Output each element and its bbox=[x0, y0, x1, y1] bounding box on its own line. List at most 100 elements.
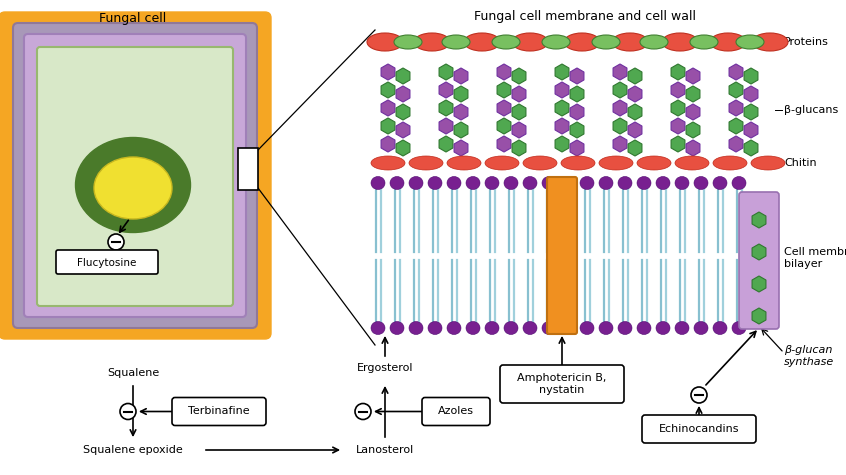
Ellipse shape bbox=[447, 322, 461, 334]
Ellipse shape bbox=[371, 177, 385, 190]
Ellipse shape bbox=[512, 33, 548, 51]
Polygon shape bbox=[752, 276, 766, 292]
Polygon shape bbox=[744, 68, 758, 84]
Polygon shape bbox=[381, 82, 395, 98]
Text: Squalene epoxide: Squalene epoxide bbox=[83, 445, 183, 455]
FancyBboxPatch shape bbox=[13, 23, 257, 328]
Ellipse shape bbox=[713, 322, 727, 334]
Polygon shape bbox=[613, 136, 627, 152]
Ellipse shape bbox=[580, 322, 594, 334]
FancyBboxPatch shape bbox=[547, 177, 577, 334]
Polygon shape bbox=[396, 68, 410, 84]
Polygon shape bbox=[570, 86, 584, 102]
Polygon shape bbox=[512, 68, 526, 84]
Polygon shape bbox=[686, 104, 700, 120]
Ellipse shape bbox=[637, 322, 651, 334]
Ellipse shape bbox=[485, 322, 499, 334]
Ellipse shape bbox=[504, 177, 518, 190]
Polygon shape bbox=[396, 122, 410, 138]
Ellipse shape bbox=[428, 177, 442, 190]
Polygon shape bbox=[512, 86, 526, 102]
Circle shape bbox=[108, 234, 124, 250]
Ellipse shape bbox=[618, 177, 632, 190]
Bar bbox=[238, 148, 258, 190]
Polygon shape bbox=[729, 100, 743, 116]
Ellipse shape bbox=[713, 177, 727, 190]
Text: Proteins: Proteins bbox=[784, 37, 829, 47]
Polygon shape bbox=[671, 100, 685, 116]
Ellipse shape bbox=[656, 322, 670, 334]
Polygon shape bbox=[512, 122, 526, 138]
Polygon shape bbox=[555, 136, 569, 152]
Ellipse shape bbox=[612, 33, 648, 51]
Ellipse shape bbox=[713, 156, 747, 170]
Ellipse shape bbox=[561, 322, 575, 334]
Ellipse shape bbox=[732, 177, 746, 190]
Ellipse shape bbox=[752, 33, 788, 51]
Ellipse shape bbox=[367, 33, 403, 51]
Text: Chitin: Chitin bbox=[784, 158, 816, 168]
Polygon shape bbox=[686, 68, 700, 84]
Polygon shape bbox=[454, 104, 468, 120]
Polygon shape bbox=[628, 86, 642, 102]
Text: Squalene: Squalene bbox=[107, 368, 159, 378]
Polygon shape bbox=[439, 100, 453, 116]
FancyBboxPatch shape bbox=[500, 365, 624, 403]
Ellipse shape bbox=[618, 322, 632, 334]
Ellipse shape bbox=[371, 156, 405, 170]
Polygon shape bbox=[497, 64, 511, 80]
Polygon shape bbox=[729, 82, 743, 98]
Polygon shape bbox=[686, 122, 700, 138]
Ellipse shape bbox=[542, 35, 570, 49]
Ellipse shape bbox=[637, 156, 671, 170]
Polygon shape bbox=[744, 122, 758, 138]
Ellipse shape bbox=[599, 156, 633, 170]
FancyBboxPatch shape bbox=[24, 34, 246, 317]
Text: Cell membrane
bilayer: Cell membrane bilayer bbox=[784, 247, 846, 269]
Polygon shape bbox=[396, 86, 410, 102]
Polygon shape bbox=[752, 308, 766, 324]
Polygon shape bbox=[752, 244, 766, 260]
Polygon shape bbox=[752, 212, 766, 228]
Ellipse shape bbox=[428, 322, 442, 334]
Polygon shape bbox=[671, 118, 685, 134]
Ellipse shape bbox=[75, 137, 190, 232]
Ellipse shape bbox=[561, 177, 575, 190]
Polygon shape bbox=[439, 64, 453, 80]
Polygon shape bbox=[686, 140, 700, 156]
Ellipse shape bbox=[542, 322, 556, 334]
Text: Amphotericin B,
nystatin: Amphotericin B, nystatin bbox=[517, 373, 607, 395]
Polygon shape bbox=[613, 82, 627, 98]
Polygon shape bbox=[497, 136, 511, 152]
Polygon shape bbox=[613, 100, 627, 116]
Text: Echinocandins: Echinocandins bbox=[659, 424, 739, 434]
Polygon shape bbox=[439, 82, 453, 98]
Polygon shape bbox=[729, 136, 743, 152]
Ellipse shape bbox=[656, 177, 670, 190]
Text: Lanosterol: Lanosterol bbox=[356, 445, 415, 455]
Ellipse shape bbox=[414, 33, 450, 51]
Ellipse shape bbox=[442, 35, 470, 49]
Ellipse shape bbox=[599, 322, 613, 334]
Ellipse shape bbox=[523, 322, 537, 334]
Polygon shape bbox=[628, 104, 642, 120]
Ellipse shape bbox=[662, 33, 698, 51]
Polygon shape bbox=[555, 118, 569, 134]
Polygon shape bbox=[729, 64, 743, 80]
Ellipse shape bbox=[447, 156, 481, 170]
Ellipse shape bbox=[485, 177, 499, 190]
Text: β-glucans: β-glucans bbox=[784, 105, 838, 115]
Ellipse shape bbox=[492, 35, 520, 49]
Text: Flucytosine: Flucytosine bbox=[77, 258, 137, 268]
Ellipse shape bbox=[640, 35, 668, 49]
Polygon shape bbox=[512, 140, 526, 156]
Polygon shape bbox=[686, 86, 700, 102]
Ellipse shape bbox=[694, 322, 708, 334]
Ellipse shape bbox=[675, 177, 689, 190]
Polygon shape bbox=[396, 104, 410, 120]
Circle shape bbox=[691, 387, 707, 403]
Polygon shape bbox=[454, 140, 468, 156]
Polygon shape bbox=[454, 68, 468, 84]
Ellipse shape bbox=[447, 177, 461, 190]
Polygon shape bbox=[628, 122, 642, 138]
